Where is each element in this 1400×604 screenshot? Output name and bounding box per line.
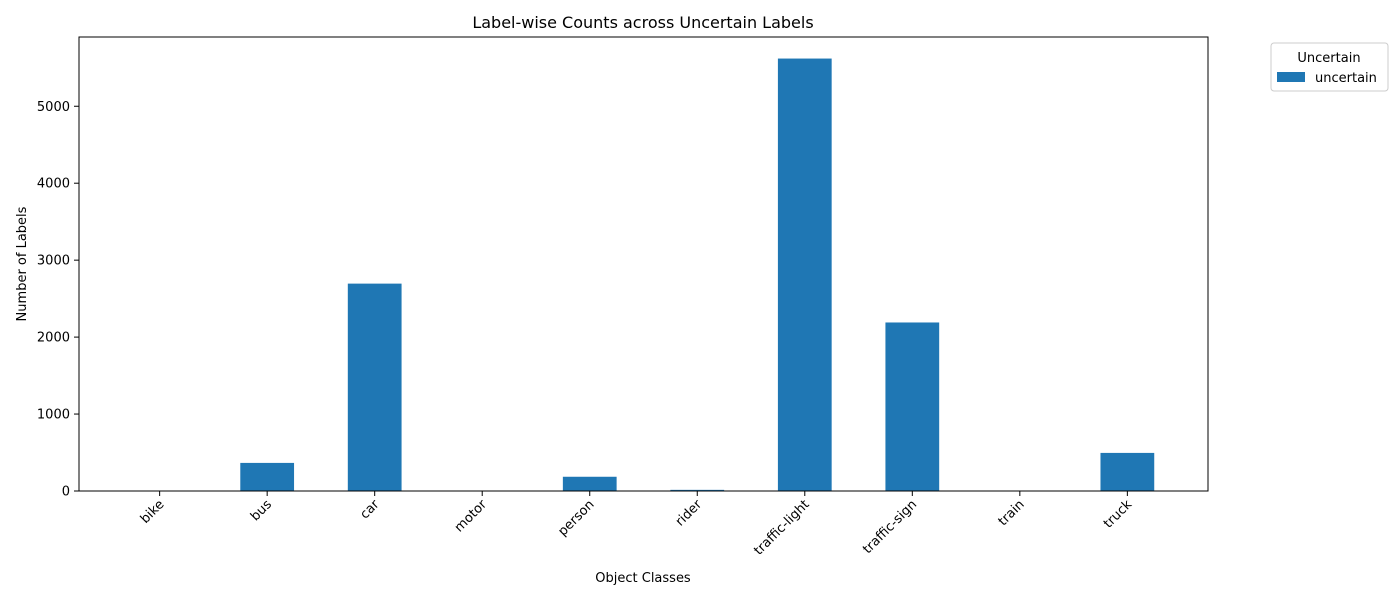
legend-entry-uncertain: uncertain [1315,71,1377,86]
x-tick-label-train: train [996,497,1028,529]
bar-traffic-sign [885,322,939,491]
plot-frame [79,37,1208,491]
chart-title: Label-wise Counts across Uncertain Label… [472,13,813,32]
x-tick-label-rider: rider [673,497,706,530]
y-tick-label: 3000 [37,254,70,269]
y-tick-label: 1000 [37,408,70,423]
bar-bus [240,463,294,491]
y-tick-label: 0 [62,485,70,500]
x-tick-label-traffic-light: traffic-light [751,497,812,558]
bar-person [563,477,617,491]
y-axis-label: Number of Labels [15,206,30,321]
legend-title: Uncertain [1297,51,1360,66]
legend-swatch [1277,72,1305,82]
bars-group [133,59,1154,491]
x-tick-label-traffic-sign: traffic-sign [860,497,920,557]
x-tick-label-person: person [555,497,597,539]
x-tick-label-motor: motor [452,497,491,536]
x-tick-label-bike: bike [138,497,168,527]
y-tick-label: 2000 [37,331,70,346]
y-axis: 0 1000 2000 3000 4000 5000 [37,100,79,500]
x-axis: bike bus car motor person rider traffic-light t… [138,491,1136,558]
bar-car [348,284,402,491]
legend: Uncertain uncertain [1271,43,1388,91]
x-tick-label-car: car [357,497,383,523]
bar-truck [1100,453,1154,491]
y-tick-label: 5000 [37,100,70,115]
x-axis-label: Object Classes [595,571,691,586]
y-tick-label: 4000 [37,177,70,192]
bar-traffic-light [778,59,832,491]
x-tick-label-bus: bus [248,497,275,524]
x-tick-label-truck: truck [1101,497,1136,532]
